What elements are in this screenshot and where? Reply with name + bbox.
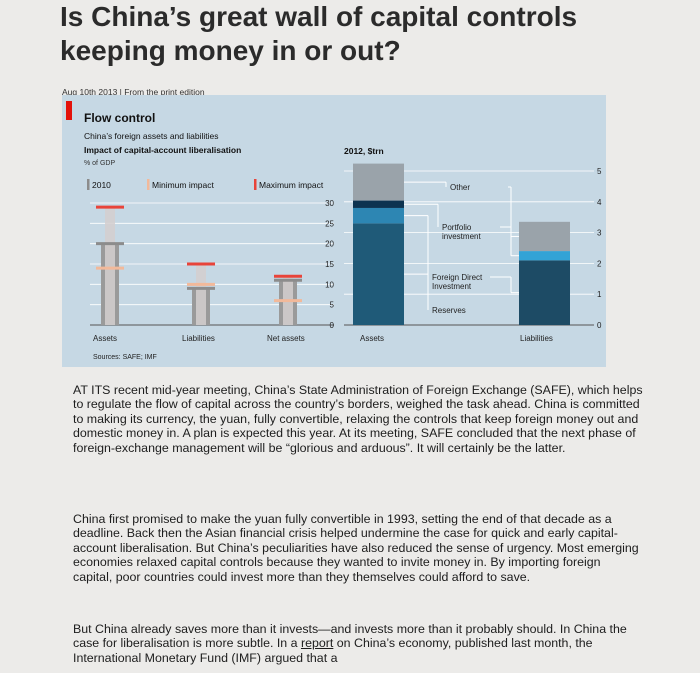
legend-swatch-2010 [87, 179, 90, 190]
right-ytick-5: 5 [597, 167, 602, 176]
assets-segment-reserves [353, 223, 404, 325]
right-ytick-4: 4 [597, 198, 602, 207]
report-link[interactable]: report [300, 636, 334, 651]
left-category-liabilities: Liabilities [182, 334, 215, 343]
left-ytick-5: 5 [330, 301, 335, 310]
liabilities-segment-other [519, 221, 570, 252]
left-category-net-assets: Net assets [267, 334, 305, 343]
dateline-text: Aug 10th 2013 | From the print edition [62, 87, 205, 97]
chart-subtitle-1: China’s foreign assets and liabilities [84, 131, 219, 141]
right-bars [353, 163, 570, 325]
assets-range-column [105, 207, 115, 325]
series-label-foreign-direct-investment-line-2: Investment [432, 282, 472, 291]
red-tab [66, 101, 72, 120]
assets-segment-other [353, 163, 404, 201]
headline-line-2: keeping money in or out? [60, 35, 401, 66]
assets-segment-foreign-direct-investment [353, 207, 404, 224]
series-label-portfolio-investment-line-2: investment [442, 232, 481, 241]
liabilities-segment-portfolio-investment [519, 251, 570, 261]
chart-source: Sources: SAFE; IMF [93, 354, 157, 361]
flow-control-chart: Flow control China’s foreign assets and … [66, 101, 602, 361]
headline-line-1: Is China’s great wall of capital control… [60, 1, 578, 32]
paragraph-3-start: But China already saves more than it inv… [73, 622, 627, 651]
paragraph-3-end: on China’s economy, published last month… [73, 636, 593, 665]
left-ytick-0: 0 [330, 321, 335, 330]
left-categories: Assets Liabilities Net assets [93, 334, 305, 343]
paragraph-1: AT ITS recent mid-year meeting, China’s … [73, 383, 643, 455]
right-category-assets: Assets [360, 334, 384, 343]
liabilities-range-column [196, 264, 206, 325]
legend-swatch-minimum-impact [147, 179, 150, 190]
right-ytick-1: 1 [597, 290, 602, 299]
paragraph-2: China first promised to make the yuan fu… [73, 512, 639, 584]
left-ytick-10: 10 [325, 280, 334, 289]
flow-control-figure: Flow control China’s foreign assets and … [62, 95, 606, 367]
chart-subtitle-2: Impact of capital-account liberalisation [84, 145, 241, 155]
liabilities-segment-foreign-direct-investment [519, 260, 570, 325]
right-category-liabilities: Liabilities [520, 334, 553, 343]
legend-label-maximum-impact: Maximum impact [259, 180, 324, 190]
right-panel-title: 2012, $trn [344, 146, 384, 156]
legend-label-minimum-impact: Minimum impact [152, 180, 215, 190]
left-bars [96, 205, 302, 325]
series-label-foreign-direct-investment-line-1: Foreign Direct [432, 273, 483, 282]
left-ytick-15: 15 [325, 260, 334, 269]
left-ytick-30: 30 [325, 199, 334, 208]
chart-unit: % of GDP [84, 160, 115, 167]
right-categories: Assets Liabilities [360, 334, 553, 343]
right-ytick-3: 3 [597, 229, 602, 238]
left-ytick-25: 25 [325, 219, 334, 228]
series-label-reserves: Reserves [432, 306, 466, 315]
left-category-assets: Assets [93, 334, 117, 343]
paragraph-3: But China already saves more than it inv… [73, 622, 643, 665]
assets-segment-portfolio-investment [353, 200, 404, 208]
series-label-portfolio-investment-line-1: Portfolio [442, 223, 472, 232]
legend-label-2010: 2010 [92, 180, 111, 190]
left-legend: 2010 Minimum impact Maximum impact [87, 179, 324, 190]
headline: Is China’s great wall of capital control… [60, 0, 680, 68]
chart-title: Flow control [84, 111, 155, 125]
right-ytick-2: 2 [597, 259, 602, 268]
right-ytick-0: 0 [597, 321, 602, 330]
series-label-other: Other [450, 183, 470, 192]
left-ytick-20: 20 [325, 240, 334, 249]
legend-swatch-maximum-impact [254, 179, 257, 190]
